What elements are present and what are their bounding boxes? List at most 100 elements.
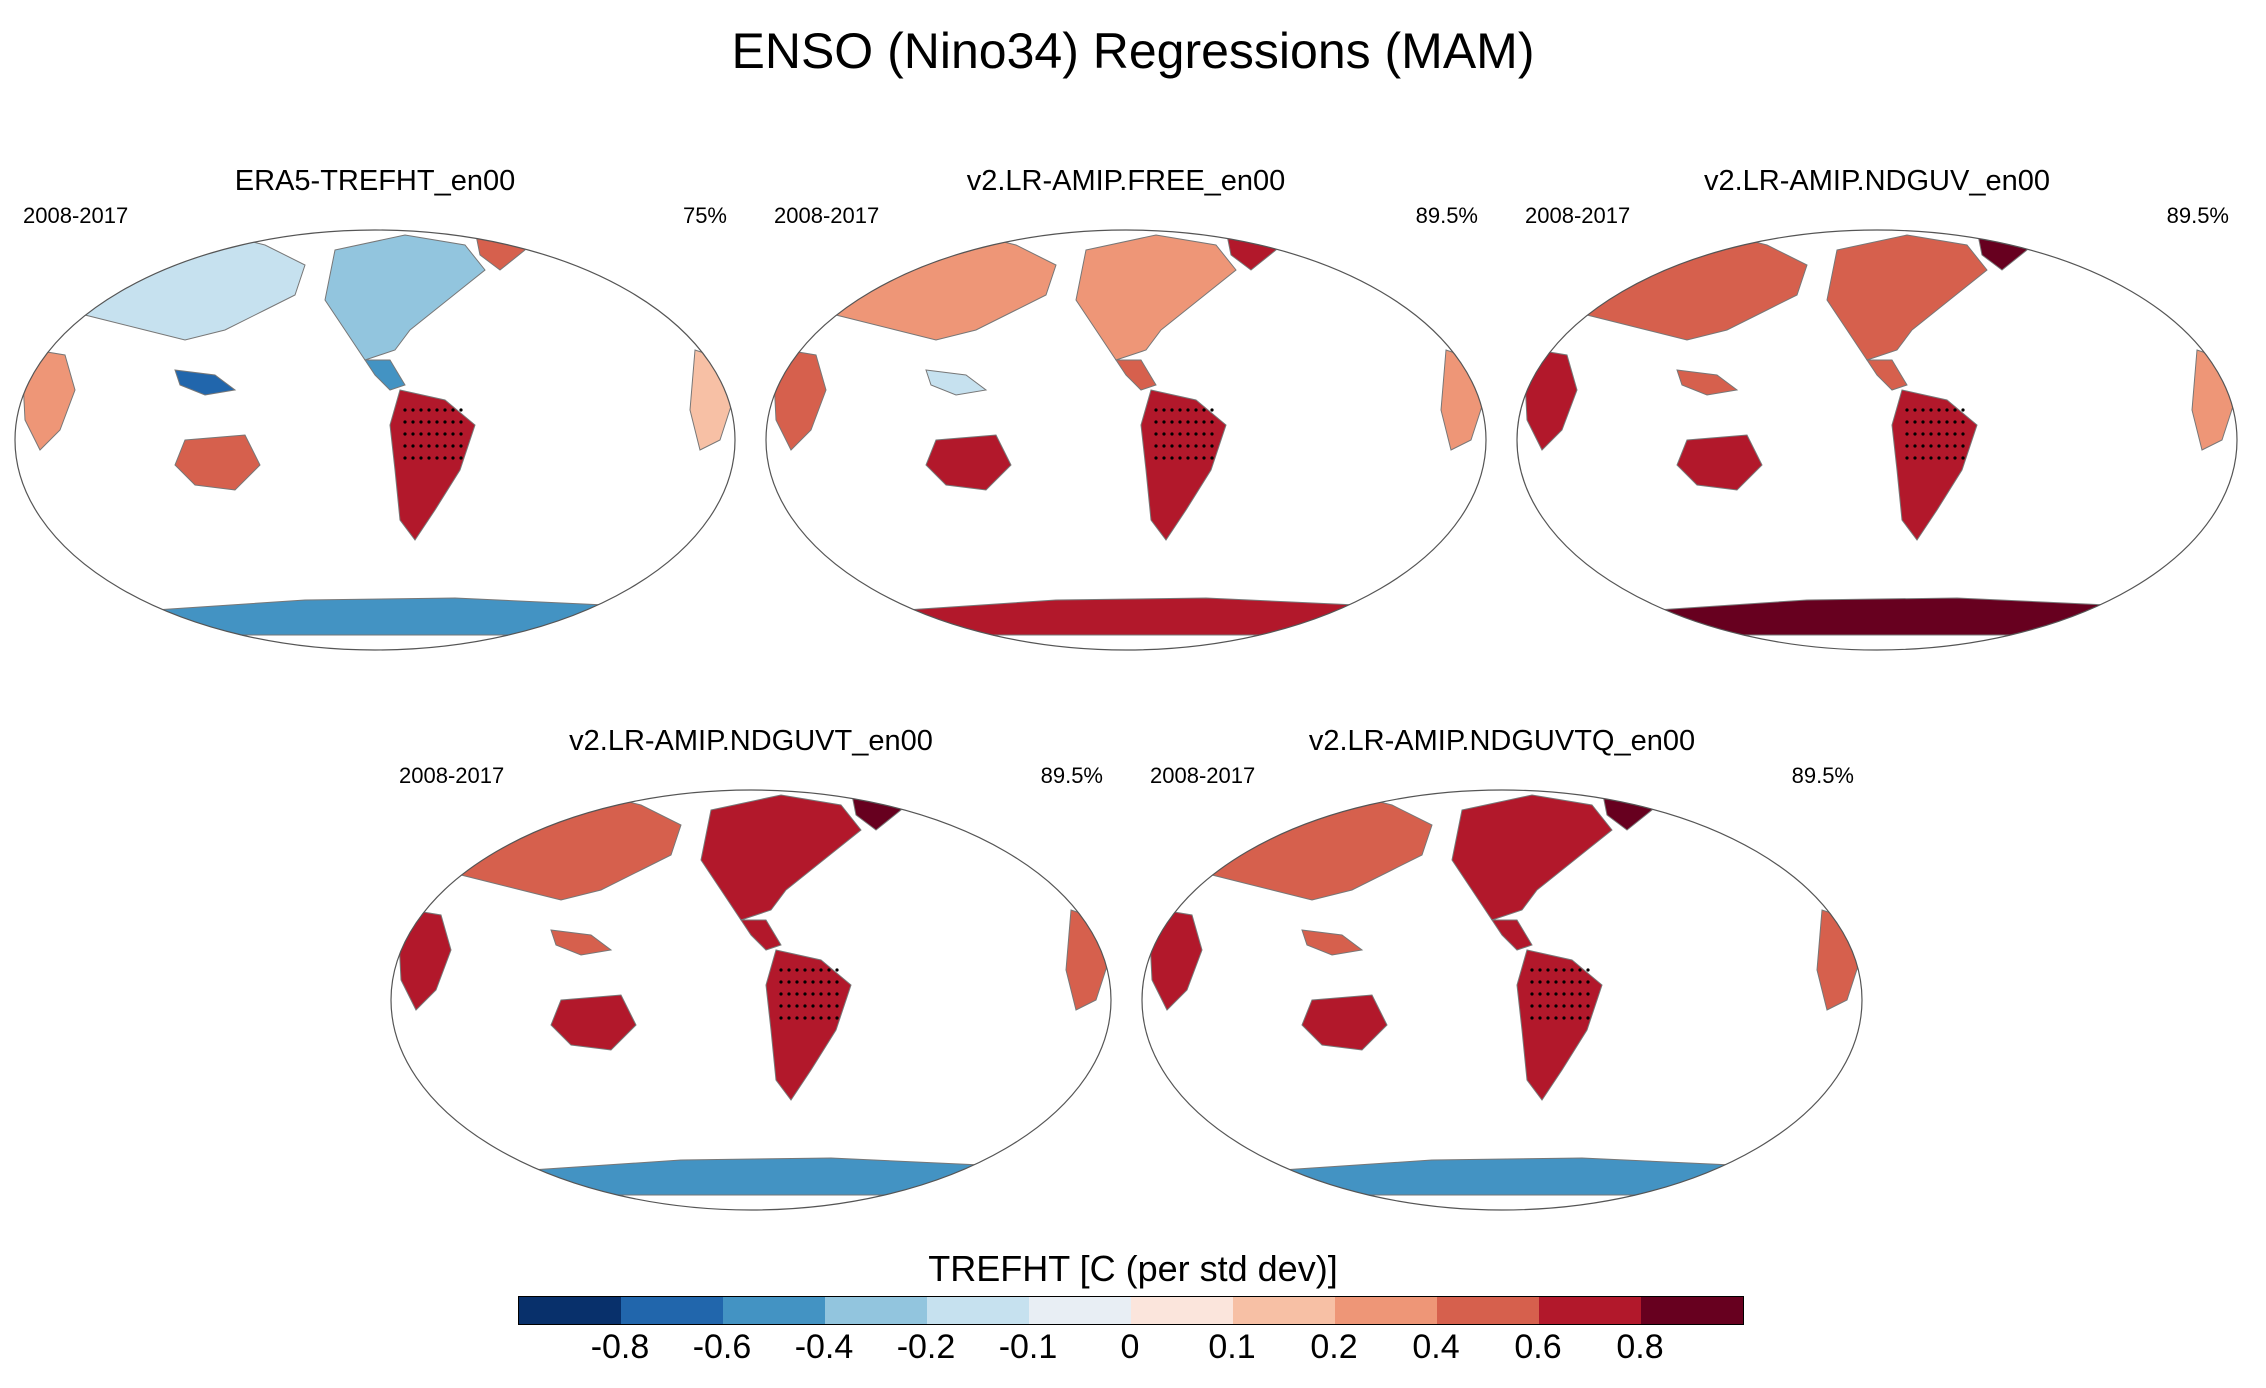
colorbar-tick-label: 0.1 <box>1208 1328 1256 1366</box>
significance-dot <box>1953 456 1957 460</box>
significance-dot <box>1578 980 1582 984</box>
significance-dot <box>779 980 783 984</box>
panel-title: v2.LR-AMIP.NDGUV_en00 <box>1703 165 2050 197</box>
significance-dot <box>435 408 439 412</box>
significance-dot <box>811 968 815 972</box>
significance-dot <box>1538 1004 1542 1008</box>
land-region <box>925 434 1012 491</box>
significance-dot <box>787 980 791 984</box>
significance-dot <box>1202 432 1206 436</box>
map-border <box>390 789 1112 1211</box>
significance-dot <box>451 444 455 448</box>
significance-dot <box>1202 444 1206 448</box>
panel-percentage: 75% <box>682 203 727 228</box>
significance-dot <box>459 408 463 412</box>
significance-dot <box>811 992 815 996</box>
significance-dot <box>427 456 431 460</box>
panel-period: 2008-2017 <box>774 203 880 228</box>
significance-dot <box>427 444 431 448</box>
significance-dot <box>1170 420 1174 424</box>
colorbar-tick-label: 0.8 <box>1616 1328 1664 1366</box>
significance-dot <box>403 456 407 460</box>
significance-dot <box>819 980 823 984</box>
land-region <box>1075 234 1237 361</box>
significance-dot <box>827 1004 831 1008</box>
significance-dot <box>1194 420 1198 424</box>
significance-dot <box>1562 968 1566 972</box>
significance-dot <box>835 980 839 984</box>
colorbar-swatch <box>1335 1297 1437 1324</box>
significance-dot <box>427 408 431 412</box>
regression-map <box>765 229 1487 651</box>
land-region <box>1546 230 1808 341</box>
land-region <box>1140 389 1227 541</box>
land-region <box>644 244 726 311</box>
land-region <box>1149 909 1203 1011</box>
significance-dot <box>451 456 455 460</box>
significance-dot <box>1929 420 1933 424</box>
significance-dot <box>1194 456 1198 460</box>
significance-dot <box>443 456 447 460</box>
significance-dot <box>1945 408 1949 412</box>
land-region <box>1676 434 1763 491</box>
significance-dot <box>1562 980 1566 984</box>
land-region <box>398 909 452 1011</box>
significance-dot <box>1154 444 1158 448</box>
land-region <box>1524 349 1578 451</box>
significance-dot <box>459 444 463 448</box>
significance-dot <box>1937 456 1941 460</box>
significance-dot <box>1921 444 1925 448</box>
significance-dot <box>1170 456 1174 460</box>
significance-dot <box>451 432 455 436</box>
significance-dot <box>1953 420 1957 424</box>
significance-dot <box>1154 408 1158 412</box>
significance-dot <box>803 1016 807 1020</box>
significance-dot <box>1913 432 1917 436</box>
colorbar-swatch <box>1131 1297 1233 1324</box>
colorbar-tick-label: 0.2 <box>1310 1328 1358 1366</box>
significance-dot <box>427 420 431 424</box>
significance-dot <box>1578 992 1582 996</box>
significance-dot <box>1905 456 1909 460</box>
significance-dot <box>1905 444 1909 448</box>
significance-dot <box>1210 408 1214 412</box>
significance-dot <box>1186 456 1190 460</box>
significance-dot <box>1170 444 1174 448</box>
significance-dot <box>1905 420 1909 424</box>
significance-dot <box>1546 1004 1550 1008</box>
significance-dot <box>1570 968 1574 972</box>
land-region <box>44 230 306 341</box>
significance-dot <box>1554 980 1558 984</box>
significance-dot <box>1538 968 1542 972</box>
significance-dot <box>435 456 439 460</box>
significance-dot <box>787 1016 791 1020</box>
land-region <box>1491 919 1533 951</box>
significance-dot <box>1178 420 1182 424</box>
significance-dot <box>1530 968 1534 972</box>
panel-period: 2008-2017 <box>23 203 129 228</box>
significance-dot <box>1961 408 1965 412</box>
significance-dot <box>1194 444 1198 448</box>
significance-dot <box>1194 432 1198 436</box>
map-border <box>14 229 736 651</box>
significance-dot <box>1546 992 1550 996</box>
colorbar-labels: -0.8 -0.6 -0.4 -0.2 -0.1 0 0.1 0.2 0.4 0.6 0.8 <box>518 1328 1748 1374</box>
significance-dot <box>1937 420 1941 424</box>
significance-dot <box>1554 1016 1558 1020</box>
significance-dot <box>1945 444 1949 448</box>
land-region <box>174 369 237 396</box>
colorbar-swatch <box>723 1297 825 1324</box>
significance-dot <box>819 992 823 996</box>
colorbar-swatch <box>1233 1297 1335 1324</box>
significance-dot <box>1162 420 1166 424</box>
significance-dot <box>1929 456 1933 460</box>
land-region <box>700 794 862 921</box>
land-region <box>550 929 613 956</box>
significance-dot <box>1586 980 1590 984</box>
significance-dot <box>1562 992 1566 996</box>
significance-dot <box>1945 432 1949 436</box>
colorbar-tick-label: -0.6 <box>692 1328 752 1366</box>
land-region <box>1395 244 1477 311</box>
significance-dot <box>1905 408 1909 412</box>
significance-dot <box>1961 420 1965 424</box>
